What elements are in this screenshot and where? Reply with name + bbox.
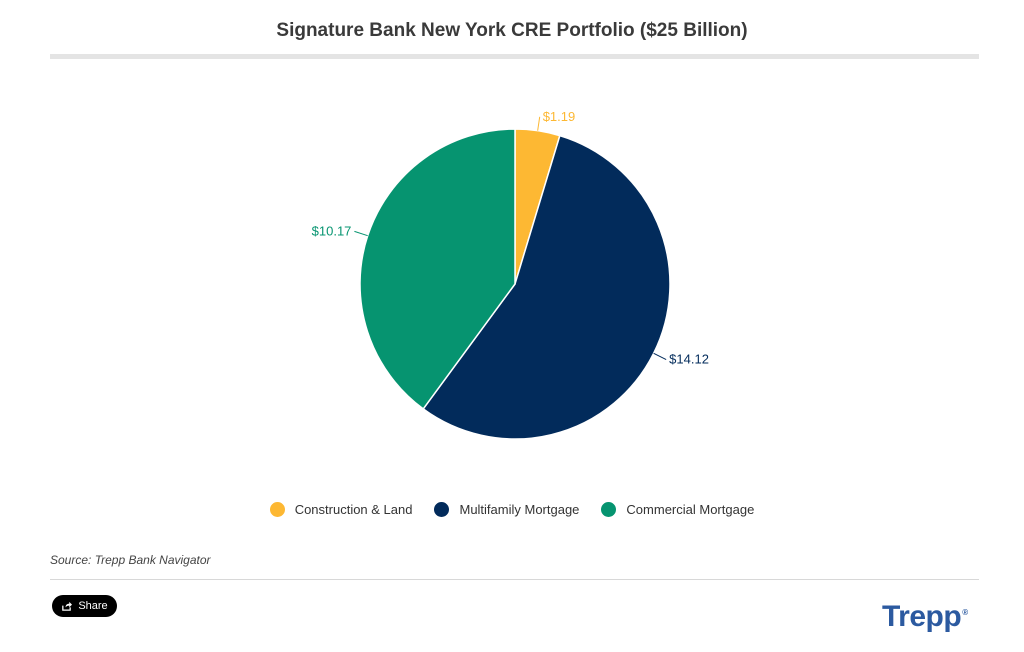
trepp-logo: Trepp® xyxy=(882,600,968,634)
data-label-commercial: $10.17 xyxy=(312,223,352,238)
legend-item-multifamily[interactable]: Multifamily Mortgage xyxy=(434,502,579,517)
pie-slice-multifamily[interactable] xyxy=(422,134,671,440)
title-divider xyxy=(50,54,979,59)
leader-line xyxy=(653,352,667,361)
registered-mark: ® xyxy=(962,608,968,617)
legend-swatch xyxy=(434,502,450,517)
pie-chart: $1.19 $14.12 $10.17 xyxy=(312,109,709,440)
source-note: Source: Trepp Bank Navigator xyxy=(50,553,211,567)
data-label-construction: $1.19 xyxy=(543,109,576,124)
chart-legend: Construction & Land Multifamily Mortgage… xyxy=(0,502,1024,517)
legend-swatch xyxy=(269,502,285,517)
logo-text: Trepp xyxy=(882,600,962,633)
legend-swatch xyxy=(601,502,617,517)
legend-label: Construction & Land xyxy=(294,502,413,517)
legend-item-construction[interactable]: Construction & Land xyxy=(269,502,413,517)
footer-divider xyxy=(50,579,979,580)
data-label-multifamily: $14.12 xyxy=(669,352,709,367)
legend-label: Multifamily Mortgage xyxy=(459,502,580,517)
chart-title: Signature Bank New York CRE Portfolio ($… xyxy=(276,20,748,41)
legend-item-commercial[interactable]: Commercial Mortgage xyxy=(601,502,754,517)
legend-label: Commercial Mortgage xyxy=(626,502,755,517)
share-icon xyxy=(62,601,73,611)
leader-line xyxy=(537,116,541,131)
share-button[interactable]: Share xyxy=(52,595,117,617)
share-label: Share xyxy=(78,600,108,612)
leader-line xyxy=(354,230,368,237)
